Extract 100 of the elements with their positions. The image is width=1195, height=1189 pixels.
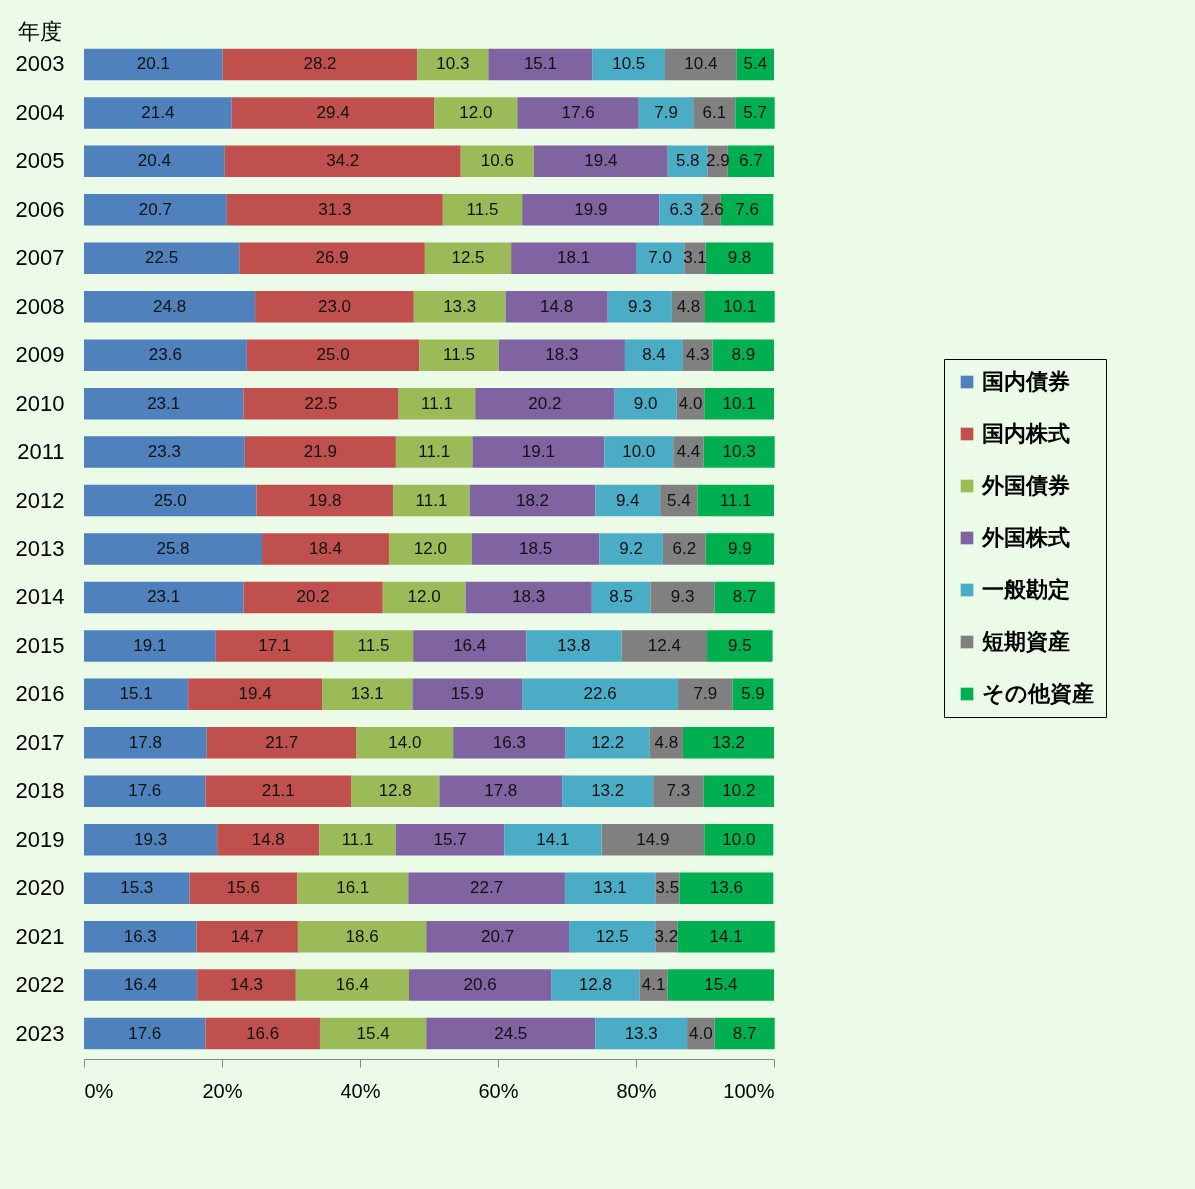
data-label: 18.4	[308, 539, 343, 558]
y-tick-label: 2004	[15, 99, 65, 125]
x-tick-label: 0%	[84, 1079, 114, 1102]
data-label: 5.8	[675, 151, 700, 171]
data-label: 21.7	[265, 732, 299, 752]
data-label: 18.1	[557, 248, 591, 268]
y-tick-label: 2018	[15, 778, 65, 804]
data-label: 12.5	[451, 248, 485, 268]
data-label: 11.5	[357, 635, 390, 655]
data-label: 14.8	[540, 296, 574, 316]
data-label: 19.8	[308, 490, 342, 510]
data-label: 12.2	[591, 732, 625, 752]
data-label: 16.4	[335, 975, 369, 995]
data-label: 23.1	[147, 393, 181, 413]
x-tick-label: 60%	[478, 1079, 519, 1102]
data-label: 5.7	[743, 102, 767, 122]
data-label: 18.3	[545, 345, 579, 365]
data-label: 4.3	[685, 345, 710, 365]
data-label: 13.8	[557, 635, 591, 655]
data-label: 4.8	[676, 296, 701, 316]
data-label: 9.3	[670, 587, 695, 607]
data-label: 9.4	[615, 490, 640, 510]
data-label: 21.1	[261, 781, 295, 801]
data-label: 5.9	[741, 684, 765, 704]
data-label: 4.8	[654, 732, 679, 752]
data-label: 23.6	[148, 345, 182, 365]
data-label: 25.8	[156, 539, 190, 558]
data-label: 14.8	[251, 829, 285, 849]
data-label: 22.5	[304, 393, 338, 413]
data-label: 17.6	[128, 781, 162, 801]
data-label: 22.5	[145, 248, 179, 268]
y-tick-label: 2020	[15, 875, 65, 901]
data-label: 4.0	[678, 393, 703, 413]
data-label: 25.0	[153, 490, 187, 510]
data-label: 7.0	[648, 248, 672, 268]
data-label: 8.9	[731, 345, 756, 365]
data-label: 20.2	[528, 393, 562, 413]
data-label: 4.4	[676, 442, 701, 462]
data-label: 11.1	[341, 829, 374, 849]
data-label: 6.2	[672, 539, 697, 558]
data-label: 8.7	[732, 1023, 757, 1043]
data-label: 14.0	[388, 732, 422, 752]
data-label: 15.6	[226, 878, 260, 898]
data-label: 8.7	[732, 587, 757, 607]
data-label: 20.2	[296, 587, 330, 607]
data-label: 12.5	[595, 926, 629, 946]
x-tick-label: 40%	[340, 1079, 381, 1102]
data-label: 13.3	[443, 296, 477, 316]
data-label: 12.0	[459, 102, 493, 122]
data-label: 31.3	[318, 199, 352, 219]
data-label: 16.4	[453, 635, 487, 655]
data-label: 16.3	[492, 732, 526, 752]
y-axis-title: 年度	[17, 18, 62, 44]
data-label: 5.4	[743, 54, 768, 74]
data-label: 19.1	[521, 442, 555, 462]
legend-label: 外国株式	[981, 525, 1070, 550]
data-label: 6.1	[702, 102, 727, 122]
legend-label: 一般勘定	[982, 577, 1070, 602]
data-label: 12.4	[647, 635, 681, 655]
data-label: 34.2	[326, 151, 360, 171]
data-label: 7.9	[693, 684, 718, 704]
data-label: 9.0	[633, 393, 658, 413]
data-label: 10.6	[480, 151, 514, 171]
y-tick-label: 2016	[15, 681, 65, 707]
data-label: 9.5	[728, 635, 752, 655]
legend-label: 外国債券	[981, 473, 1070, 498]
data-label: 21.4	[141, 102, 175, 122]
legend-label: 国内株式	[982, 421, 1070, 446]
data-label: 19.4	[584, 151, 618, 171]
data-label: 9.3	[627, 296, 652, 316]
y-tick-label: 2012	[15, 487, 65, 513]
data-label: 12.0	[407, 587, 441, 607]
data-label: 15.7	[433, 829, 467, 849]
data-label: 11.1	[719, 490, 752, 510]
data-label: 20.1	[136, 54, 170, 74]
y-tick-label: 2017	[15, 729, 65, 755]
data-label: 12.8	[378, 781, 412, 801]
data-label: 24.8	[153, 296, 187, 316]
data-label: 18.2	[515, 490, 550, 510]
data-label: 17.8	[484, 781, 518, 801]
data-label: 15.3	[120, 878, 154, 898]
data-label: 13.2	[711, 732, 746, 752]
data-label: 15.1	[119, 684, 153, 704]
data-label: 8.4	[642, 345, 666, 365]
data-label: 12.8	[578, 975, 612, 995]
data-label: 21.9	[303, 442, 337, 462]
data-label: 17.8	[128, 732, 162, 752]
data-label: 18.6	[345, 926, 379, 946]
data-label: 11.1	[418, 442, 451, 462]
data-label: 20.6	[463, 975, 497, 995]
data-label: 10.5	[612, 54, 646, 74]
y-tick-label: 2005	[15, 148, 65, 174]
data-label: 25.0	[316, 345, 350, 365]
data-label: 14.9	[636, 829, 670, 849]
y-tick-label: 2009	[15, 342, 65, 368]
data-label: 13.3	[624, 1023, 658, 1043]
data-label: 9.9	[728, 539, 752, 558]
data-label: 10.3	[722, 442, 756, 462]
data-label: 17.6	[561, 102, 595, 122]
data-label: 29.4	[316, 102, 350, 122]
